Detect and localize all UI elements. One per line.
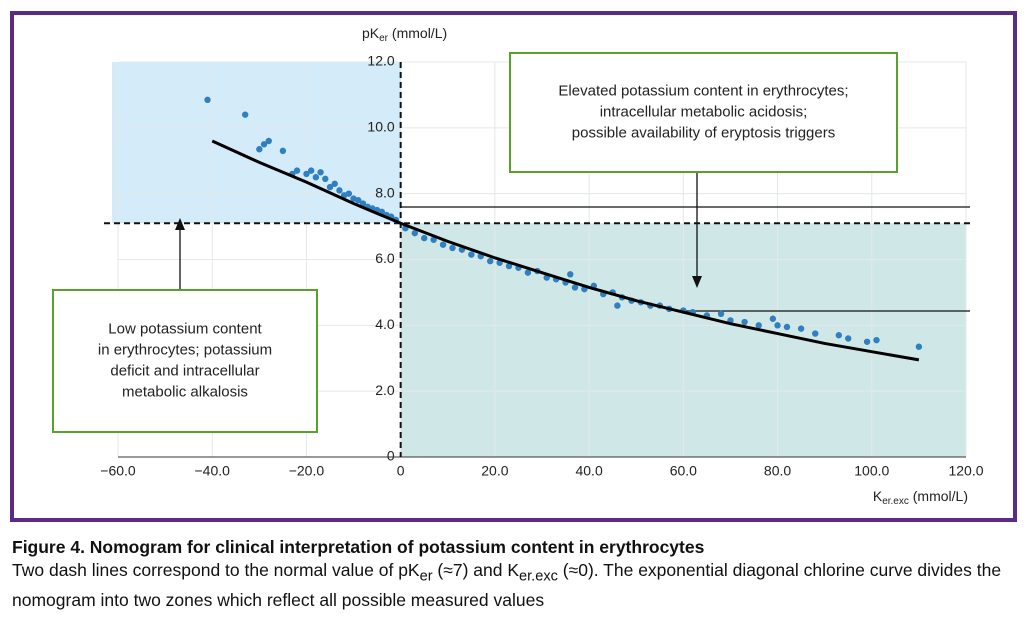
y-tick-label: 10.0 (367, 119, 394, 135)
caption-title: Figure 4. Nomogram for clinical interpre… (12, 537, 705, 557)
point (468, 251, 475, 258)
annotation-text: deficit and intracellular (110, 362, 259, 379)
point (303, 170, 310, 178)
annotation-box (509, 52, 898, 173)
point (279, 147, 287, 155)
annotation-text: intracellular metabolic acidosis; (600, 103, 808, 120)
point (797, 325, 805, 332)
point (915, 343, 923, 350)
point (783, 323, 791, 331)
chart: pKer (mmol/L) Ker.exc (mmol/L) −60.0 −40.… (10, 11, 1017, 522)
y-axis-label: pKer (mmol/L) (362, 25, 447, 44)
caption-text: (≈0). The exponential diagonal chlorine … (12, 560, 1002, 610)
x-tick-label: 60.0 (670, 463, 697, 479)
y-tick-label: 0 (387, 448, 395, 464)
point (256, 146, 263, 153)
annotation-text: Low potassium content (108, 320, 262, 337)
point (524, 269, 532, 276)
annotation-box (52, 289, 318, 433)
x-tick-label: 20.0 (481, 463, 508, 479)
point (322, 175, 329, 183)
point (260, 141, 268, 148)
caption: Figure 4. Nomogram for clinical interpre… (12, 536, 1022, 612)
annotation-text: in erythrocytes; potassium (98, 341, 272, 358)
point (204, 96, 211, 104)
annotation-text: Elevated potassium content in erythrocyt… (558, 82, 848, 99)
point (317, 169, 324, 176)
point (863, 338, 871, 345)
y-tick-label: 6.0 (375, 250, 395, 266)
caption-text: Two dash lines correspond to the normal … (12, 560, 420, 580)
x-axis-label: Ker.exc (mmol/L) (873, 488, 968, 507)
point (336, 187, 343, 194)
point (845, 335, 852, 342)
frame (10, 11, 1017, 522)
y-label-main: pK (362, 25, 380, 41)
annotation-text: metabolic alkalosis (122, 383, 248, 400)
point (717, 310, 725, 318)
curve (211, 139, 920, 362)
point (571, 284, 579, 291)
x-tick-label: −40.0 (195, 463, 231, 479)
arrow-head (175, 218, 185, 230)
arrow-head (692, 276, 702, 288)
annotation-text: possible availability of eryptosis trigg… (572, 124, 835, 141)
point (741, 318, 748, 326)
point (505, 262, 513, 270)
point (345, 190, 353, 197)
point (614, 302, 621, 309)
x-label-main: K (873, 488, 883, 504)
point (449, 244, 456, 252)
point (567, 271, 574, 278)
x-tick-label: −20.0 (289, 463, 325, 479)
y-label-sub: er (379, 33, 389, 44)
point (439, 241, 447, 248)
point (835, 332, 842, 339)
point (774, 322, 781, 329)
point (873, 336, 880, 344)
y-label-unit: (mmol/L) (388, 25, 447, 41)
point (331, 180, 338, 187)
point (755, 322, 762, 329)
point (355, 197, 362, 204)
point (293, 167, 301, 174)
point (769, 315, 777, 322)
caption-subscript: er.exc (519, 568, 558, 585)
point (359, 200, 367, 207)
x-tick-label: 80.0 (764, 463, 791, 479)
x-tick-label: 40.0 (575, 463, 602, 479)
y-tick-label: 8.0 (375, 184, 395, 200)
y-tick-label: 4.0 (375, 316, 395, 332)
caption-text: (≈7) and K (432, 560, 520, 580)
x-tick-label: 0 (397, 463, 405, 479)
point (326, 183, 334, 191)
point (242, 111, 249, 118)
x-tick-label: 120.0 (948, 463, 983, 479)
y-tick-label: 12.0 (367, 53, 394, 69)
x-label-sub: er.exc (882, 496, 909, 507)
point (307, 167, 315, 174)
point (312, 174, 320, 181)
point (421, 234, 428, 242)
point (812, 330, 819, 337)
caption-body: Two dash lines correspond to the normal … (12, 560, 1001, 610)
point (265, 137, 272, 145)
x-tick-label: −60.0 (100, 463, 136, 479)
y-tick-label: 2.0 (375, 382, 395, 398)
x-label-unit: (mmol/L) (909, 488, 968, 504)
point (486, 257, 494, 265)
point (411, 229, 418, 237)
x-tick-label: 100.0 (854, 463, 889, 479)
caption-subscript: er (419, 568, 433, 585)
